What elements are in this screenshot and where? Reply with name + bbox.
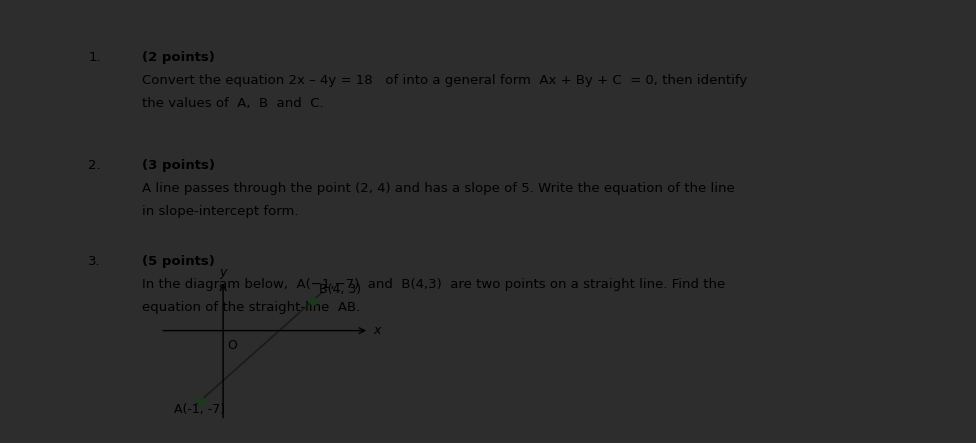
Text: In the diagram below,  A(−1,−7)  and  B(4,3)  are two points on a straight line.: In the diagram below, A(−1,−7) and B(4,3… <box>142 278 725 291</box>
Text: (5 points): (5 points) <box>142 255 215 268</box>
Text: x: x <box>374 324 381 337</box>
Text: 2.: 2. <box>89 159 102 172</box>
Text: O: O <box>227 338 237 352</box>
Text: B(4, 3): B(4, 3) <box>318 283 361 295</box>
Text: (3 points): (3 points) <box>142 159 216 172</box>
Text: A(-1, -7): A(-1, -7) <box>174 403 224 416</box>
Text: equation of the straight-line  AB.: equation of the straight-line AB. <box>142 301 360 314</box>
Text: the values of  A,  B  and  C.: the values of A, B and C. <box>142 97 324 109</box>
Text: 1.: 1. <box>89 51 102 64</box>
Text: y: y <box>220 266 226 279</box>
Text: in slope-intercept form.: in slope-intercept form. <box>142 205 299 218</box>
Text: Convert the equation 2x – 4y = 18   of into a general form  Ax + By + C  = 0, th: Convert the equation 2x – 4y = 18 of int… <box>142 74 748 87</box>
Text: (2 points): (2 points) <box>142 51 215 64</box>
Text: 3.: 3. <box>89 255 102 268</box>
Text: A line passes through the point (2, 4) and has a slope of 5. Write the equation : A line passes through the point (2, 4) a… <box>142 182 735 195</box>
